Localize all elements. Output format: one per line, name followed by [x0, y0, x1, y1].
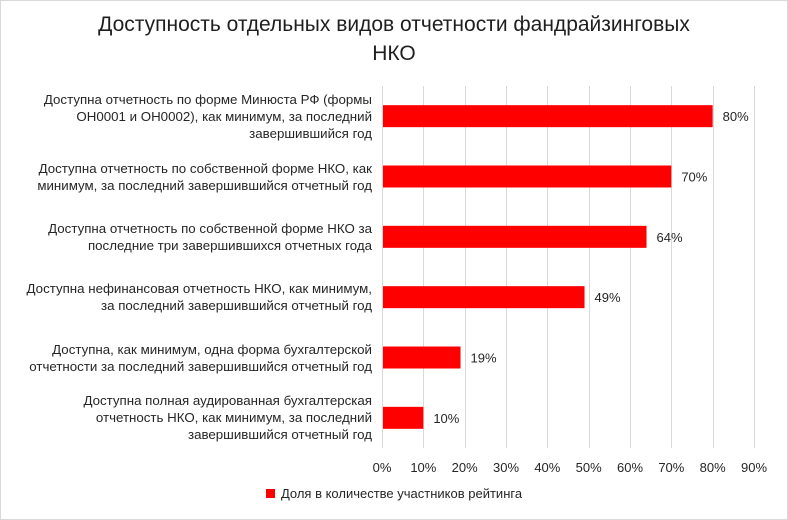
category-label-line: ОН0001 и ОН0002), как минимум, за послед… — [76, 108, 372, 124]
category-label-line: Доступна отчетность по собственной форме… — [38, 160, 372, 176]
category-label-line: завершившийся отчетный год — [187, 427, 372, 443]
category-label: Доступна нефинансовая отчетность НКО, ка… — [4, 280, 372, 314]
x-tick-label: 30% — [493, 460, 519, 475]
category-label: Доступна отчетность по собственной форме… — [4, 160, 372, 194]
x-tick-label: 90% — [741, 460, 767, 475]
category-label-line: завершившийся год — [249, 125, 372, 141]
category-label-line: отчетности за последний завершившийся от… — [29, 358, 372, 374]
legend: Доля в количестве участников рейтинга — [0, 486, 788, 501]
bar — [383, 225, 647, 248]
category-label-line: Доступна полная аудированная бухгалтерск… — [83, 393, 372, 409]
category-label: Доступна отчетность по собственной форме… — [4, 220, 372, 254]
legend-swatch — [265, 489, 275, 498]
bar — [383, 105, 713, 128]
category-label-line: Доступна отчетность по собственной форме… — [48, 220, 372, 236]
x-tick-label: 10% — [410, 460, 436, 475]
legend-label: Доля в количестве участников рейтинга — [280, 486, 523, 501]
data-label: 64% — [657, 230, 683, 245]
category-label: Доступна отчетность по форме Минюста РФ … — [4, 91, 372, 142]
x-tick-label: 50% — [576, 460, 602, 475]
data-label: 19% — [471, 351, 497, 366]
category-label-line: последние три завершившихся отчетных год… — [87, 237, 372, 253]
category-label-line: Доступна отчетность по форме Минюста РФ … — [43, 91, 372, 107]
category-label-line: Доступна, как минимум, одна форма бухгал… — [52, 341, 372, 357]
chart-title: Доступность отдельных видов отчетности ф… — [40, 10, 748, 68]
chart-title-line: НКО — [372, 42, 416, 65]
category-label: Доступна полная аудированная бухгалтерск… — [4, 392, 372, 443]
x-tick-label: 40% — [534, 460, 560, 475]
x-tick-label: 20% — [452, 460, 478, 475]
category-label-line: отчетность НКО, как минимум, за последни… — [95, 410, 372, 426]
chart-title-line: Доступность отдельных видов отчетности ф… — [98, 13, 690, 36]
bar — [383, 406, 424, 429]
category-label: Доступна, как минимум, одна форма бухгал… — [4, 341, 372, 375]
category-label-line: Доступна нефинансовая отчетность НКО, ка… — [26, 281, 372, 297]
bar — [383, 165, 672, 188]
data-label: 49% — [595, 290, 621, 305]
category-label-line: минимум, за последний завершившийся отче… — [37, 177, 372, 193]
x-tick-label: 70% — [658, 460, 684, 475]
x-tick-label: 0% — [373, 460, 392, 475]
bar — [383, 286, 585, 309]
data-label: 10% — [433, 411, 459, 426]
data-label: 80% — [723, 109, 749, 124]
data-label: 70% — [681, 170, 707, 185]
x-tick-label: 80% — [700, 460, 726, 475]
bar — [383, 346, 461, 369]
category-label-line: за последний завершившийся отчетный год — [101, 298, 372, 314]
x-tick-label: 60% — [617, 460, 643, 475]
